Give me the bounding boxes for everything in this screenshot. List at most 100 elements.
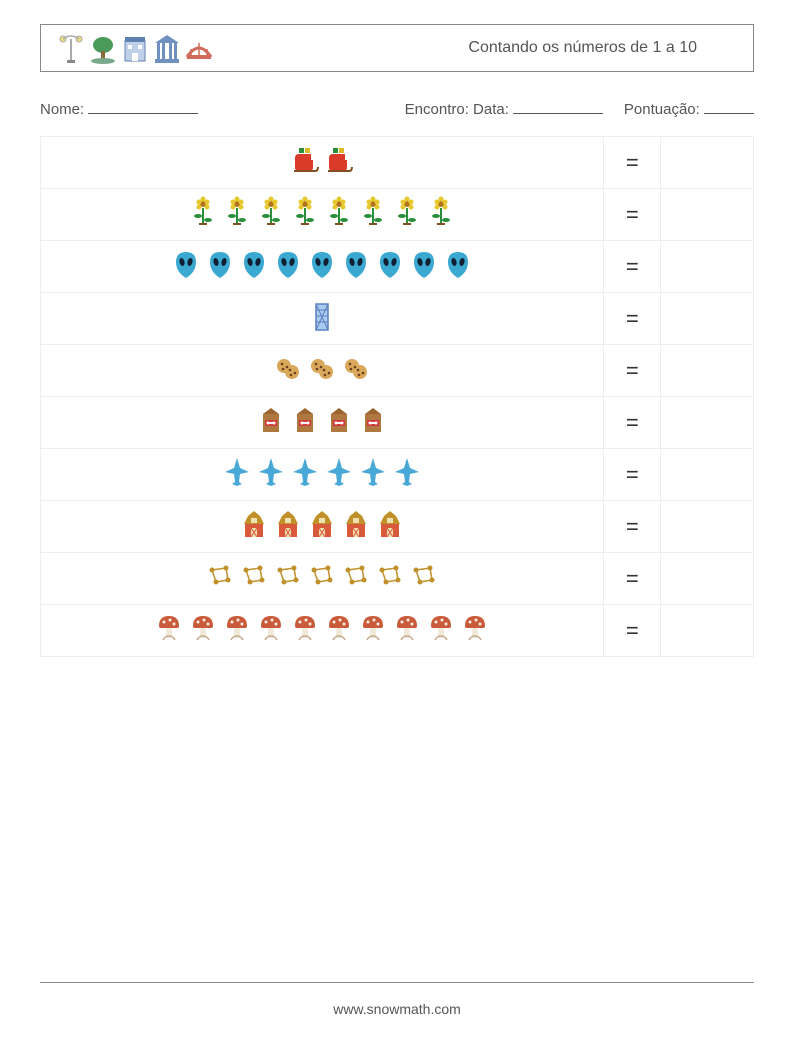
answer-blank[interactable]: [661, 553, 754, 605]
answer-blank[interactable]: [661, 397, 754, 449]
flower-icon: [359, 196, 387, 226]
footer-text: www.snowmath.com: [0, 1001, 794, 1017]
molecule-icon: [410, 560, 438, 590]
plane-icon: [359, 456, 387, 486]
alien-icon: [240, 248, 268, 278]
flower-icon: [223, 196, 251, 226]
plane-icon: [291, 456, 319, 486]
petfood-icon: [291, 404, 319, 434]
museum-icon: [153, 33, 181, 63]
molecule-icon: [376, 560, 404, 590]
table-row: =: [41, 449, 754, 501]
table-row: =: [41, 345, 754, 397]
petfood-icon: [325, 404, 353, 434]
answer-blank[interactable]: [661, 137, 754, 189]
mushroom-icon: [427, 612, 455, 642]
mushroom-icon: [155, 612, 183, 642]
items-cell: [41, 293, 604, 345]
date-blank[interactable]: [513, 100, 603, 114]
equals-sign: =: [604, 189, 661, 241]
molecule-icon: [206, 560, 234, 590]
items-cell: [41, 449, 604, 501]
cookies-icon: [342, 352, 370, 382]
mushroom-icon: [393, 612, 421, 642]
decorative-icons: [57, 33, 213, 63]
mushroom-icon: [257, 612, 285, 642]
mushroom-icon: [189, 612, 217, 642]
items-cell: [41, 605, 604, 657]
flower-icon: [325, 196, 353, 226]
alien-icon: [410, 248, 438, 278]
building-icon: [121, 33, 149, 63]
page-title: Contando os números de 1 a 10: [217, 39, 737, 57]
answer-blank[interactable]: [661, 449, 754, 501]
table-row: =: [41, 137, 754, 189]
table-row: =: [41, 605, 754, 657]
equals-sign: =: [604, 293, 661, 345]
flower-icon: [427, 196, 455, 226]
score-label: Pontuação:: [624, 101, 700, 118]
flower-icon: [189, 196, 217, 226]
equals-sign: =: [604, 241, 661, 293]
date-score-group: Encontro: Data: Pontuação:: [405, 100, 754, 118]
mushroom-icon: [291, 612, 319, 642]
tower-icon: [308, 300, 336, 330]
mushroom-icon: [223, 612, 251, 642]
flower-icon: [393, 196, 421, 226]
barn-icon: [240, 508, 268, 538]
flower-icon: [257, 196, 285, 226]
mushroom-icon: [461, 612, 489, 642]
date-label: Encontro: Data:: [405, 101, 509, 118]
molecule-icon: [274, 560, 302, 590]
footer-divider: [40, 982, 754, 983]
table-row: =: [41, 553, 754, 605]
items-cell: [41, 241, 604, 293]
items-cell: [41, 345, 604, 397]
alien-icon: [376, 248, 404, 278]
info-line: Nome: Encontro: Data: Pontuação:: [40, 100, 754, 118]
flower-icon: [291, 196, 319, 226]
equals-sign: =: [604, 449, 661, 501]
equals-sign: =: [604, 605, 661, 657]
name-blank[interactable]: [88, 100, 198, 114]
name-label: Nome:: [40, 101, 84, 118]
alien-icon: [308, 248, 336, 278]
equals-sign: =: [604, 553, 661, 605]
table-row: =: [41, 397, 754, 449]
name-field: Nome:: [40, 100, 198, 118]
table-row: =: [41, 293, 754, 345]
petfood-icon: [359, 404, 387, 434]
equals-sign: =: [604, 345, 661, 397]
tree-icon: [89, 33, 117, 63]
barn-icon: [274, 508, 302, 538]
sleigh-icon: [325, 144, 353, 174]
plane-icon: [325, 456, 353, 486]
answer-blank[interactable]: [661, 501, 754, 553]
cookies-icon: [274, 352, 302, 382]
molecule-icon: [342, 560, 370, 590]
items-cell: [41, 189, 604, 241]
cookies-icon: [308, 352, 336, 382]
alien-icon: [274, 248, 302, 278]
petfood-icon: [257, 404, 285, 434]
answer-blank[interactable]: [661, 345, 754, 397]
plane-icon: [393, 456, 421, 486]
items-cell: [41, 397, 604, 449]
equals-sign: =: [604, 397, 661, 449]
alien-icon: [206, 248, 234, 278]
alien-icon: [172, 248, 200, 278]
items-cell: [41, 553, 604, 605]
bridge-icon: [185, 33, 213, 63]
answer-blank[interactable]: [661, 605, 754, 657]
answer-blank[interactable]: [661, 293, 754, 345]
equals-sign: =: [604, 137, 661, 189]
items-cell: [41, 501, 604, 553]
answer-blank[interactable]: [661, 241, 754, 293]
alien-icon: [342, 248, 370, 278]
sleigh-icon: [291, 144, 319, 174]
barn-icon: [308, 508, 336, 538]
score-blank[interactable]: [704, 100, 754, 114]
barn-icon: [376, 508, 404, 538]
answer-blank[interactable]: [661, 189, 754, 241]
molecule-icon: [240, 560, 268, 590]
